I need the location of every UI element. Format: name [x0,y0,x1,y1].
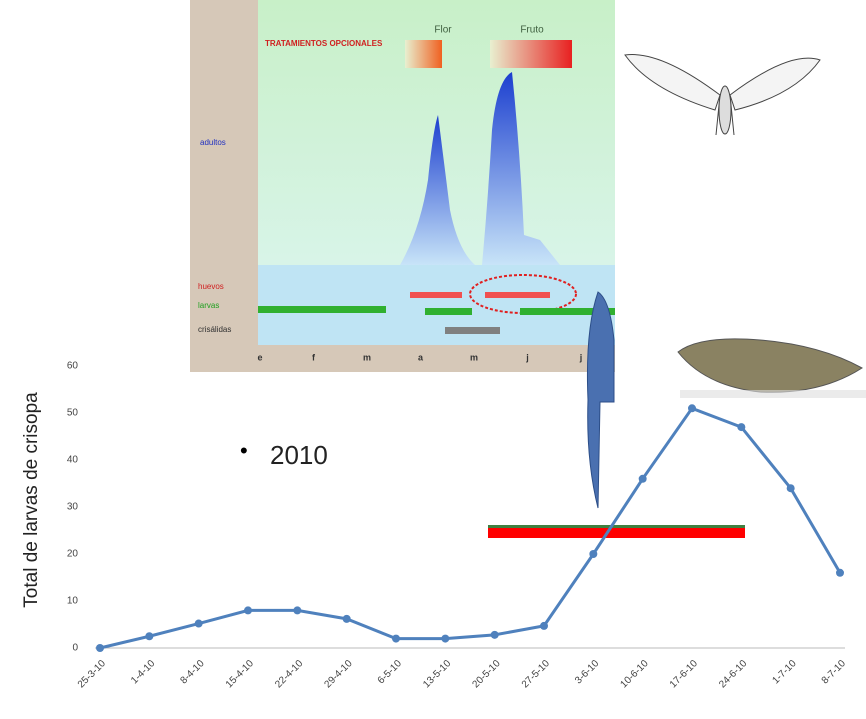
point [293,606,302,615]
inset-label: adultos [200,138,226,147]
point [145,632,154,641]
x-tick-label: 1-4-10 [129,658,158,687]
peak [482,72,560,265]
x-tick-label: 17-6-10 [668,658,700,690]
inset-label: huevos [198,282,224,291]
point [490,630,499,639]
x-tick-label: 20-5-10 [471,658,503,690]
moth [624,54,821,136]
larva-image [677,338,866,398]
y-tick-label: 0 [72,643,78,654]
x-tick-label: 8-4-10 [178,658,207,687]
point [342,614,351,623]
annotation: 2010 [270,440,328,470]
y-tick-label: 20 [67,549,79,560]
point [96,644,104,652]
stage-bar [410,292,462,298]
month-label: m [470,352,478,362]
y-tick-label: 10 [67,596,79,607]
point [638,474,647,483]
peak [400,115,475,265]
highlight [469,274,577,314]
series-line [99,406,842,650]
arrow-shape [586,291,615,509]
point [194,619,203,628]
month-label: e [257,352,262,362]
x-tick-label: 24-6-10 [717,658,749,690]
inset-diagram: TRATAMIENTOS OPCIONALES Flor Fruto adult… [190,0,615,372]
point [441,634,450,643]
inset-ground [258,265,615,345]
x-tick-label: 15-4-10 [224,658,256,690]
stage-bar [485,292,550,298]
point [392,634,400,643]
point [589,550,598,558]
x-tick-label: 13-5-10 [421,658,453,690]
month-label: m [363,352,371,362]
stage-bar [258,306,386,313]
x-tick-label: 29-4-10 [323,658,355,690]
point [786,484,795,493]
inset-label: larvas [198,301,219,310]
month-label: f [312,352,316,362]
y-axis-label: Total de larvas de crisopa [21,392,42,608]
y-tick-label: 30 [67,502,79,513]
x-tick-label: 22-4-10 [273,658,305,690]
y-tick-label: 60 [67,361,79,372]
x-tick-label: 8-7-10 [820,658,849,687]
x-tick-label: 1-7-10 [770,658,799,687]
point [540,621,548,630]
month-label: j [525,352,529,362]
inset-label: crisálidas [198,325,231,334]
x-tick-label: 10-6-10 [619,658,651,690]
x-tick-label: 6-5-10 [376,658,405,687]
month-label: a [418,352,424,362]
y-tick-label: 50 [67,408,79,419]
y-tick-label: 40 [67,455,79,466]
period-bar-edge [488,525,745,528]
period-bar [488,527,745,538]
point [836,568,844,577]
fruit-bar [490,40,572,68]
x-tick-label: 3-6-10 [573,658,602,687]
point [244,606,252,615]
month-label: j [579,352,583,362]
inset-label: Fruto [520,25,544,36]
bullet: • [240,438,248,463]
stage-bar [445,327,500,334]
stage-bar [520,308,615,315]
x-tick-label: 27-5-10 [520,658,552,690]
point [737,423,746,432]
inset-label: Flor [434,25,452,36]
point [688,404,696,413]
flower-bar [405,40,442,68]
inset-label: TRATAMIENTOS OPCIONALES [265,39,383,48]
stage-bar [425,308,472,315]
x-tick-label: 25-3-10 [76,658,108,690]
